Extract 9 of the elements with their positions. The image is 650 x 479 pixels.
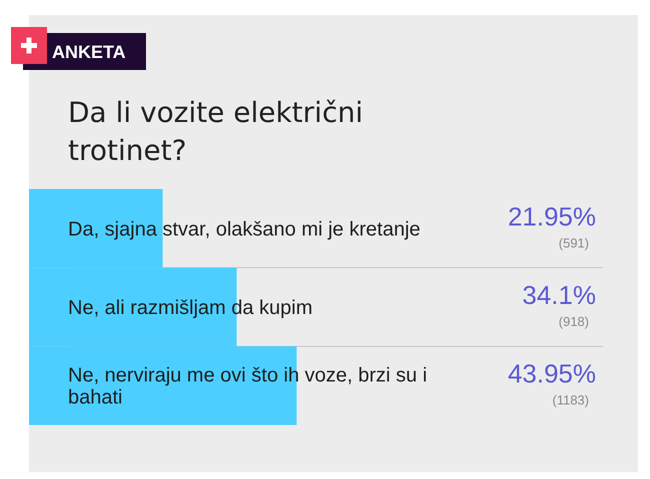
annotation: (918) [558,314,589,329]
annotation: (1183) [552,392,589,408]
y-tick-label: Da, sjajna stvar, olakšano mi je kretanje [68,218,420,240]
data-label: 21.95% [508,201,596,232]
text: ANKETA [52,42,126,62]
chart-title: Da li vozite električni trotinet? [68,96,363,167]
annotation: (591) [558,235,589,250]
data-label: 34.1% [522,280,596,310]
data-label: 43.95% [508,358,596,389]
